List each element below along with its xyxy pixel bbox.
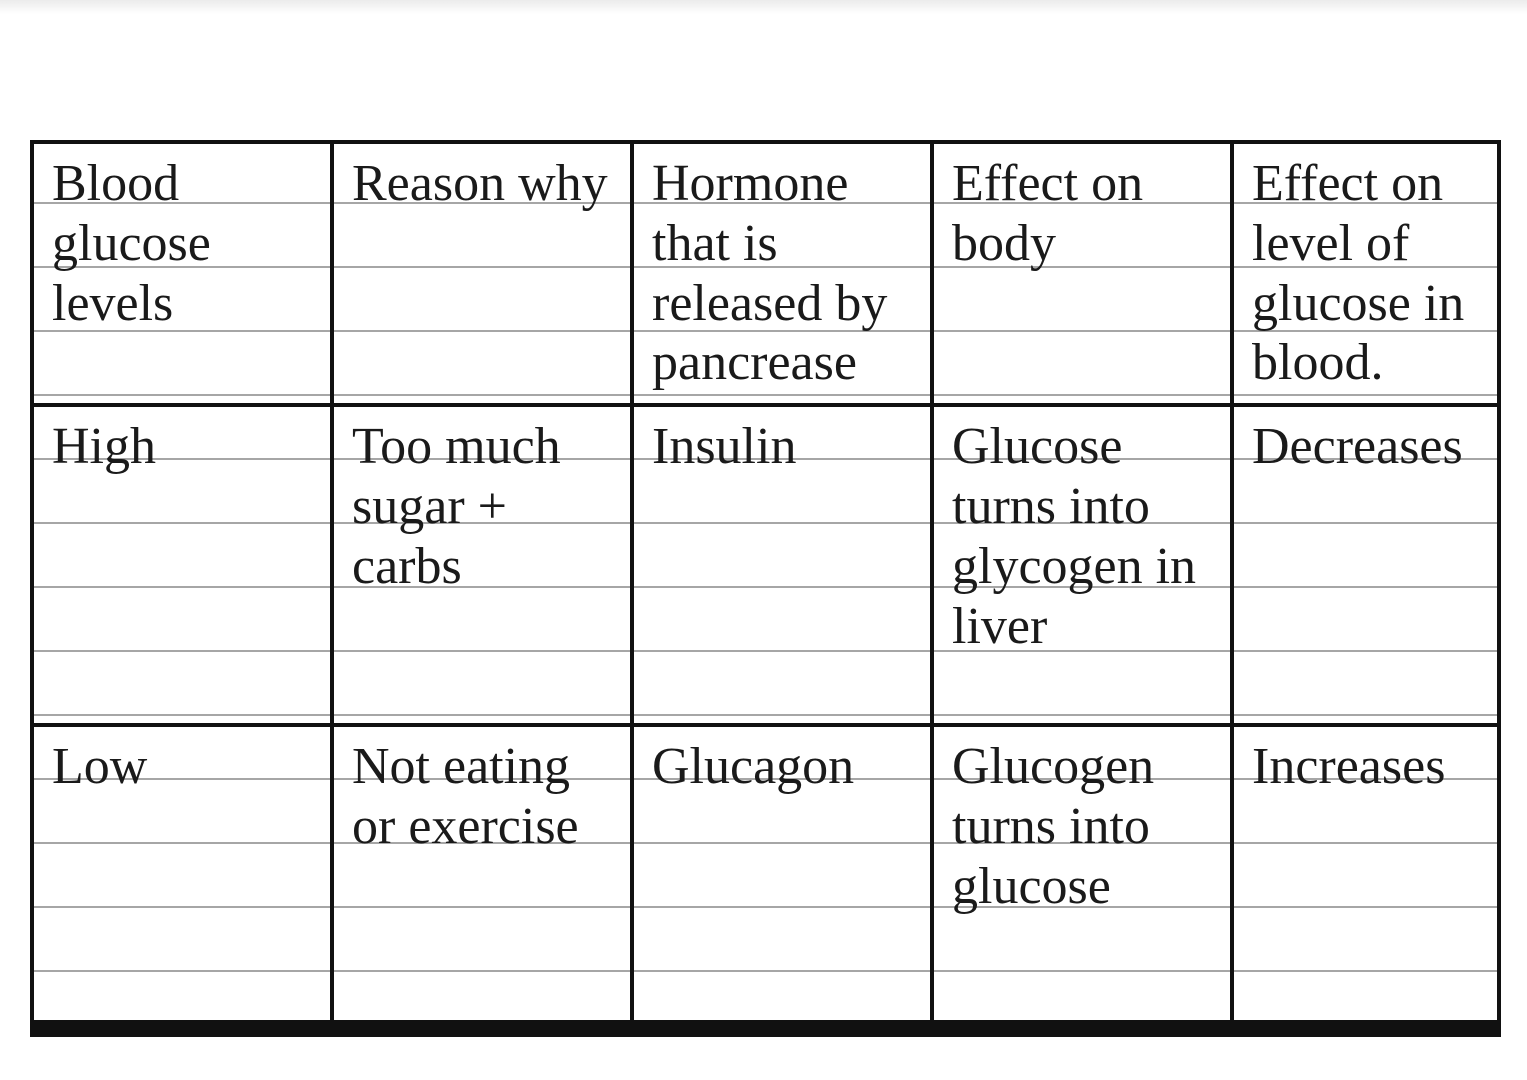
notebook-page: Blood glucose levels Reason why Hormone … (0, 0, 1527, 1080)
table-header-row: Blood glucose levels Reason why Hormone … (32, 142, 1499, 405)
cell-level: High (32, 405, 332, 725)
top-smudge (0, 0, 1527, 14)
col-header-effect-glucose: Effect on level of glucose in blood. (1232, 142, 1499, 405)
table-row: High Too much sugar + carbs Insulin Gluc… (32, 405, 1499, 725)
col-header-reason: Reason why (332, 142, 632, 405)
col-header-effect-body: Effect on body (932, 142, 1232, 405)
cell-reason: Too much sugar + carbs (332, 405, 632, 725)
cell-reason: Not eating or exercise (332, 725, 632, 1035)
cell-level: Low (32, 725, 332, 1035)
table-row: Low Not eating or exercise Glucagon Gluc… (32, 725, 1499, 1035)
cell-effect-body: Glucogen turns into glucose (932, 725, 1232, 1035)
cell-hormone: Glucagon (632, 725, 932, 1035)
cell-effect-glucose: Increases (1232, 725, 1499, 1035)
glucose-table: Blood glucose levels Reason why Hormone … (30, 140, 1501, 1037)
cell-effect-body: Glucose turns into glycogen in liver (932, 405, 1232, 725)
bottom-bar (30, 1020, 1497, 1034)
cell-hormone: Insulin (632, 405, 932, 725)
col-header-hormone: Hormone that is released by pancrease (632, 142, 932, 405)
cell-effect-glucose: Decreases (1232, 405, 1499, 725)
col-header-levels: Blood glucose levels (32, 142, 332, 405)
